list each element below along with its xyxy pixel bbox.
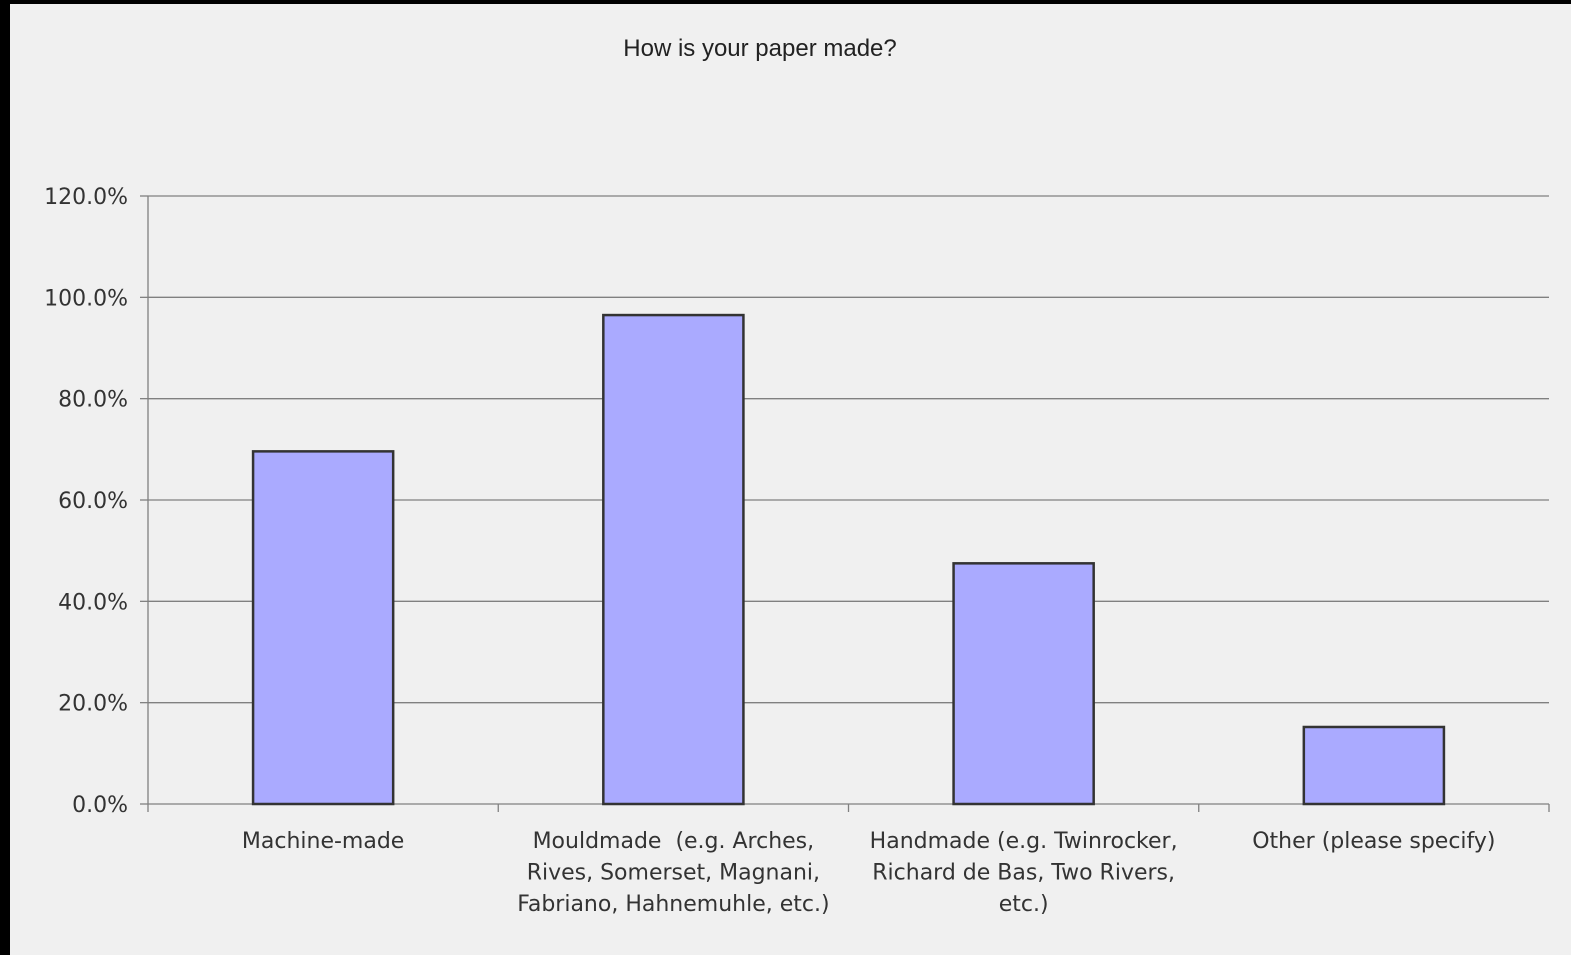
y-tick-label: 20.0% xyxy=(58,692,128,717)
y-tick-labels: 0.0% 20.0% 40.0% 60.0% 80.0% 100.0% 120.0% xyxy=(44,185,128,818)
category-label: Machine-made xyxy=(242,829,404,854)
category-labels: Machine-made Mouldmade (e.g. Arches, Rives… xyxy=(242,829,1496,917)
bar xyxy=(952,562,1095,806)
bars xyxy=(251,313,1446,806)
category-label-line: etc.) xyxy=(999,892,1049,917)
chart-title: How is your paper made? xyxy=(623,35,896,62)
category-label: Mouldmade (e.g. Arches, Rives, Somerset, … xyxy=(517,829,829,917)
bar xyxy=(1302,725,1446,806)
category-label-line: Handmade (e.g. Twinrocker, xyxy=(870,829,1178,854)
category-label: Handmade (e.g. Twinrocker, Richard de Bas… xyxy=(870,829,1178,917)
y-tick-label: 60.0% xyxy=(58,489,128,514)
category-label-line: Fabriano, Hahnemuhle, etc.) xyxy=(517,892,829,917)
category-label-line: Mouldmade (e.g. Arches, xyxy=(533,829,815,854)
y-tick-label: 120.0% xyxy=(44,185,128,210)
y-tick-label: 100.0% xyxy=(44,286,128,311)
y-tick-label: 80.0% xyxy=(58,388,128,413)
bar xyxy=(251,450,395,806)
category-label-line: Richard de Bas, Two Rivers, xyxy=(872,861,1175,886)
category-label: Other (please specify) xyxy=(1252,829,1495,854)
bar xyxy=(602,313,745,806)
category-label-line: Machine-made xyxy=(242,829,404,854)
category-label-line: Rives, Somerset, Magnani, xyxy=(527,861,820,886)
y-tick-label: 0.0% xyxy=(72,793,128,818)
y-tick-label: 40.0% xyxy=(58,590,128,615)
category-label-line: Other (please specify) xyxy=(1252,829,1495,854)
